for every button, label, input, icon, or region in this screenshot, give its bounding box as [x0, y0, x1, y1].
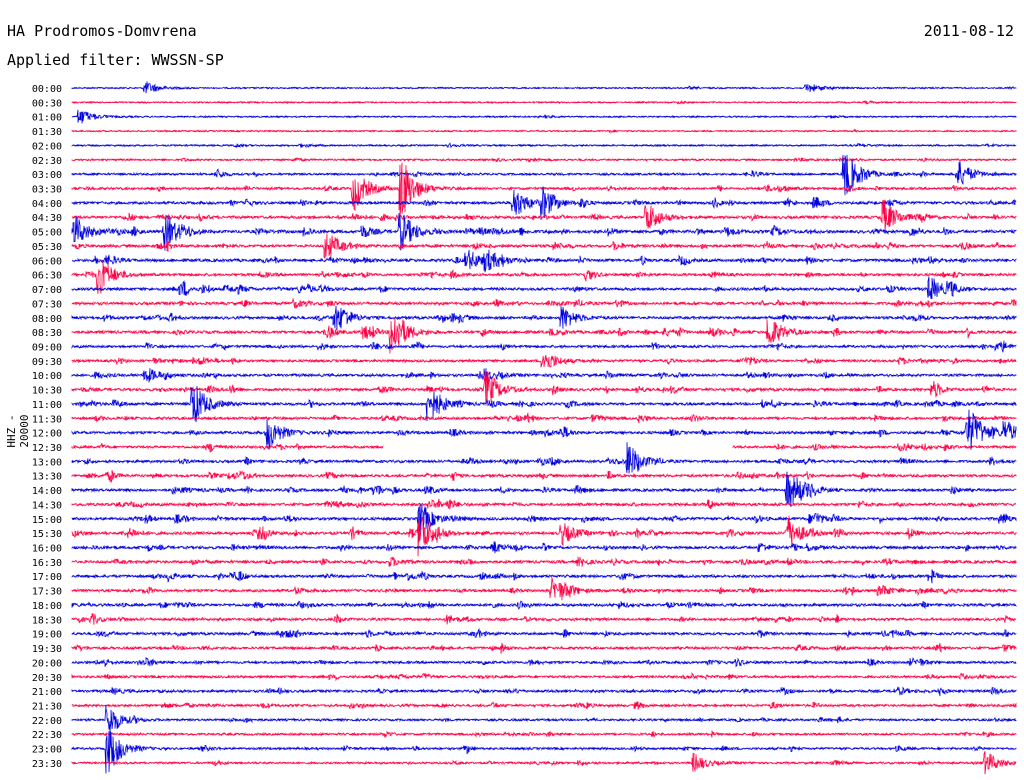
row-time-label: 19:30: [32, 644, 62, 655]
trace-line: [71, 556, 1017, 568]
trace-line: [71, 672, 1017, 682]
filter-label: Applied filter: WWSSN-SP: [7, 51, 224, 69]
trace-line: [71, 686, 1017, 697]
row-time-label: 08:00: [32, 314, 62, 325]
row-time-label: 10:00: [32, 371, 62, 382]
trace-line: [71, 577, 1017, 601]
row-time-label: 14:30: [32, 500, 62, 511]
row-time-label: 07:30: [32, 299, 62, 310]
row-time-label: 23:30: [32, 759, 62, 770]
trace-line: [71, 701, 1017, 711]
trace-line: [71, 442, 1017, 474]
trace-line: [71, 109, 1017, 124]
trace-line: [71, 569, 1017, 584]
row-time-label: 15:00: [32, 515, 62, 526]
row-time-label: 16:00: [32, 544, 62, 555]
row-time-label: 11:00: [32, 400, 62, 411]
row-time-label: 17:00: [32, 572, 62, 583]
row-time-label: 23:00: [32, 745, 62, 756]
trace-line: [71, 368, 1017, 383]
trace-line: [71, 212, 1017, 251]
row-time-label: 08:30: [32, 328, 62, 339]
trace-line: [71, 469, 1017, 483]
trace-line: [71, 154, 1017, 196]
row-time-label: 02:00: [32, 141, 62, 152]
row-time-label: 05:30: [32, 242, 62, 253]
row-time-label: 22:30: [32, 730, 62, 741]
trace-line: [71, 729, 1017, 738]
trace-line: [71, 386, 1017, 423]
trace-line: [71, 412, 1017, 424]
row-time-label: 18:30: [32, 615, 62, 626]
row-time-label: 03:00: [32, 170, 62, 181]
row-time-label: 19:00: [32, 630, 62, 641]
trace-line: [71, 751, 1017, 775]
row-time-label: 20:30: [32, 673, 62, 684]
trace-line: [71, 276, 1017, 300]
row-time-label: 05:00: [32, 228, 62, 239]
trace-line: [71, 725, 1017, 774]
row-time-label: 07:00: [32, 285, 62, 296]
trace-line: [71, 81, 1017, 94]
row-time-label: 18:00: [32, 601, 62, 612]
row-time-label: 12:00: [32, 429, 62, 440]
trace-line: [71, 186, 1017, 220]
row-time-label: 22:00: [32, 716, 62, 727]
trace-line: [71, 260, 1017, 294]
row-time-label: 21:30: [32, 701, 62, 712]
trace-line: [71, 317, 1017, 354]
station-name: HA Prodromos-Domvrena: [7, 22, 197, 40]
trace-line: [71, 233, 1017, 259]
row-time-label: 12:30: [32, 443, 62, 454]
row-time-label: 00:30: [32, 98, 62, 109]
trace-line: [71, 443, 1017, 453]
trace-line: [71, 642, 1017, 654]
trace-line: [71, 656, 1017, 668]
trace-line: [71, 298, 1017, 309]
trace-line: [71, 249, 1017, 273]
row-time-label: 06:30: [32, 271, 62, 282]
trace-line: [71, 142, 1017, 149]
record-date: 2011-08-12: [923, 22, 1014, 40]
trace-line: [71, 409, 1017, 450]
row-time-label: 20:00: [32, 658, 62, 669]
trace-line: [71, 515, 1017, 557]
row-time-label: 13:30: [32, 472, 62, 483]
row-time-label: 09:30: [32, 357, 62, 368]
row-time-label: 04:30: [32, 213, 62, 224]
row-time-label: 13:00: [32, 457, 62, 468]
trace-line: [71, 471, 1017, 507]
row-time-label: 16:30: [32, 558, 62, 569]
row-time-label: 01:30: [32, 127, 62, 138]
row-time-label: 11:30: [32, 414, 62, 425]
trace-line: [71, 371, 1017, 406]
row-time-label: 15:30: [32, 529, 62, 540]
row-time-label: 10:30: [32, 386, 62, 397]
trace-line: [71, 600, 1017, 610]
trace-line: [71, 156, 1017, 163]
row-time-label: 04:00: [32, 199, 62, 210]
trace-line: [71, 503, 1017, 532]
row-time-label: 01:00: [32, 113, 62, 124]
trace-line: [71, 541, 1017, 554]
trace-line: [71, 627, 1017, 639]
trace-line: [71, 305, 1017, 330]
row-time-label: 09:00: [32, 342, 62, 353]
trace-line: [71, 128, 1017, 134]
trace-line: [71, 704, 1017, 730]
trace-line: [71, 498, 1016, 510]
trace-line: [71, 100, 1017, 105]
trace-line: [71, 613, 1017, 625]
row-time-label: 00:00: [32, 84, 62, 95]
trace-line: [71, 355, 1017, 368]
row-time-label: 14:00: [32, 486, 62, 497]
row-time-label: 06:00: [32, 256, 62, 267]
trace-line: [71, 199, 1017, 234]
row-time-label: 02:30: [32, 156, 62, 167]
row-time-label: 17:30: [32, 587, 62, 598]
trace-line: [71, 340, 1017, 353]
row-time-label: 21:00: [32, 687, 62, 698]
row-time-label: 03:30: [32, 185, 62, 196]
